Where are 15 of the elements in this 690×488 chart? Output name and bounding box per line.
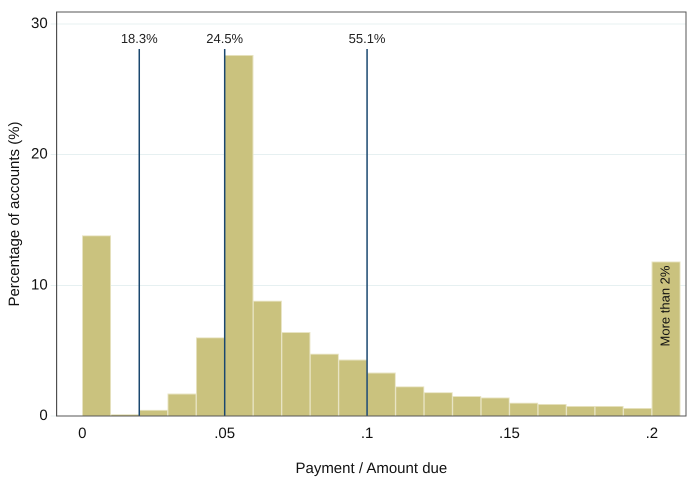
x-tick-label: .1 bbox=[360, 425, 374, 442]
x-tick-label: .05 bbox=[214, 425, 236, 442]
annotation: 55.1% bbox=[348, 31, 386, 46]
x-tick-label: .15 bbox=[499, 425, 520, 442]
x-tick-label: .2 bbox=[646, 425, 658, 442]
x-tick-label: 0 bbox=[78, 425, 86, 442]
y-tick-label: 0 bbox=[39, 407, 48, 424]
y-tick-label: 20 bbox=[30, 146, 48, 163]
annotation: More than 2% bbox=[658, 265, 673, 346]
x-axis-title: Payment / Amount due bbox=[295, 460, 448, 478]
y-axis-title: Percentage of accounts (%) bbox=[6, 121, 24, 307]
annotation: 18.3% bbox=[120, 31, 158, 46]
y-tick-label: 30 bbox=[30, 14, 48, 32]
annotation: 24.5% bbox=[206, 31, 244, 46]
y-tick-label: 10 bbox=[30, 276, 48, 294]
